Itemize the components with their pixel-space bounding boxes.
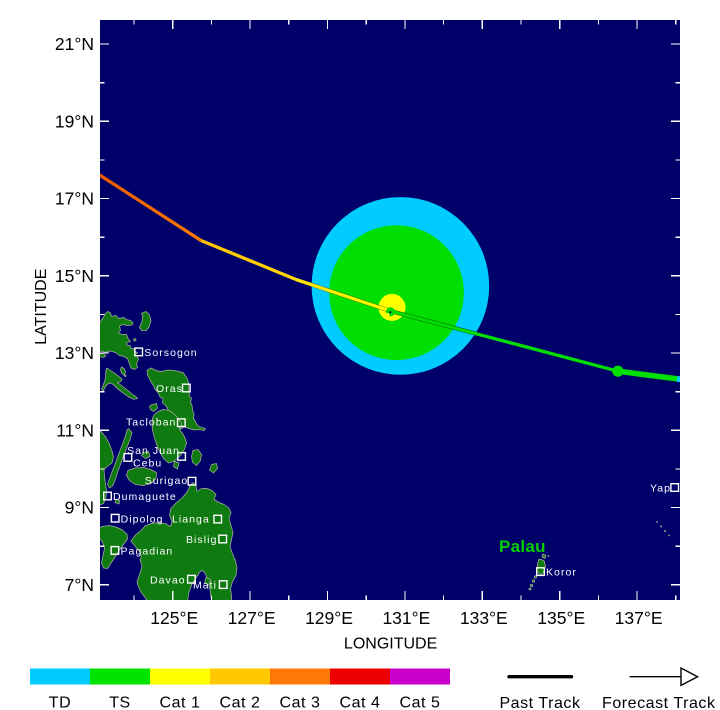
svg-text:TD: TD bbox=[49, 695, 71, 710]
svg-text:17°N: 17°N bbox=[55, 189, 94, 209]
svg-text:Bislig: Bislig bbox=[186, 534, 217, 546]
svg-text:129°E: 129°E bbox=[305, 608, 353, 628]
svg-text:135°E: 135°E bbox=[537, 608, 585, 628]
svg-text:137°E: 137°E bbox=[615, 608, 663, 628]
svg-text:Cat 5: Cat 5 bbox=[400, 695, 441, 710]
svg-text:Tacloban: Tacloban bbox=[126, 416, 176, 428]
svg-text:Cat 2: Cat 2 bbox=[220, 695, 261, 710]
svg-text:Sorsogon: Sorsogon bbox=[144, 347, 197, 359]
svg-text:127°E: 127°E bbox=[228, 608, 276, 628]
svg-text:Davao: Davao bbox=[150, 575, 186, 587]
svg-text:Mati: Mati bbox=[193, 580, 217, 592]
svg-text:Surigao: Surigao bbox=[145, 475, 189, 487]
svg-text:Cebu: Cebu bbox=[133, 458, 162, 470]
svg-text:Oras: Oras bbox=[156, 383, 183, 395]
svg-text:131°E: 131°E bbox=[382, 608, 430, 628]
svg-text:TS: TS bbox=[109, 695, 131, 710]
svg-text:Koror: Koror bbox=[546, 567, 577, 579]
svg-text:Past Track: Past Track bbox=[499, 695, 581, 710]
svg-text:133°E: 133°E bbox=[460, 608, 508, 628]
svg-text:LONGITUDE: LONGITUDE bbox=[344, 636, 437, 653]
svg-text:9°N: 9°N bbox=[65, 498, 94, 518]
svg-text:Forecast Track: Forecast Track bbox=[602, 695, 716, 710]
svg-text:Yap: Yap bbox=[650, 483, 671, 495]
svg-text:Palau: Palau bbox=[499, 537, 546, 556]
svg-text:21°N: 21°N bbox=[55, 34, 94, 54]
svg-text:15°N: 15°N bbox=[55, 266, 94, 286]
svg-text:Lianga: Lianga bbox=[172, 514, 210, 526]
svg-text:13°N: 13°N bbox=[55, 343, 94, 363]
svg-text:LATITUDE: LATITUDE bbox=[33, 269, 50, 345]
svg-text:Dumaguete: Dumaguete bbox=[113, 491, 177, 503]
svg-text:San Juan: San Juan bbox=[127, 445, 180, 457]
svg-text:Cat 4: Cat 4 bbox=[340, 695, 381, 710]
svg-text:125°E: 125°E bbox=[150, 608, 198, 628]
svg-text:7°N: 7°N bbox=[65, 575, 94, 595]
svg-text:Cat 1: Cat 1 bbox=[160, 695, 201, 710]
svg-text:Cat 3: Cat 3 bbox=[280, 695, 321, 710]
svg-text:Dipolog: Dipolog bbox=[121, 514, 164, 526]
svg-text:Pagadian: Pagadian bbox=[121, 546, 174, 558]
svg-text:19°N: 19°N bbox=[55, 111, 94, 131]
svg-text:11°N: 11°N bbox=[56, 420, 94, 440]
